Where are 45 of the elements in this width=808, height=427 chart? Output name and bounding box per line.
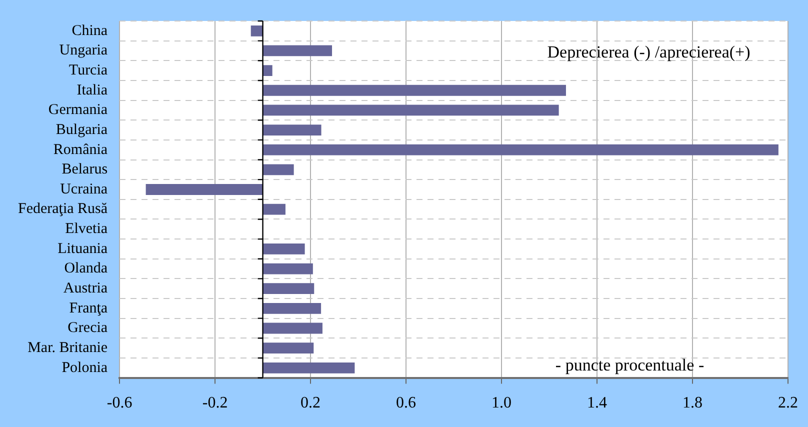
bar (262, 124, 322, 136)
y-tick-label: Belarus (62, 162, 108, 178)
y-tick-label: Ungaria (59, 42, 108, 59)
y-tick-label: Polonia (62, 360, 108, 376)
y-tick-label: Italia (76, 82, 108, 98)
bar (262, 362, 355, 374)
bar (146, 184, 263, 195)
bar (262, 342, 314, 354)
bar (262, 263, 313, 274)
x-tick-label: 1.0 (492, 394, 512, 412)
y-tick-label: Ucraina (60, 181, 108, 198)
bar (262, 302, 322, 314)
x-tick-label: 1.8 (682, 394, 703, 412)
x-tick-label: 1.4 (587, 394, 608, 412)
bar (262, 283, 314, 294)
bar (262, 322, 322, 334)
y-tick-label: Bulgaria (56, 122, 108, 138)
x-tick-label: -0.2 (202, 394, 228, 412)
y-tick-label: China (72, 22, 108, 39)
y-tick-label: Federaţia Rusă (18, 201, 108, 218)
bar (262, 65, 272, 76)
bar (262, 104, 559, 116)
bar (262, 164, 294, 176)
bar (262, 84, 566, 96)
y-tick-label: România (53, 142, 108, 158)
bar (262, 144, 778, 156)
y-tick-label: Lituania (58, 240, 108, 257)
y-tick-label: Mar. Britanie (28, 340, 108, 356)
y-tick-label: Grecia (68, 320, 108, 336)
x-tick-label: 0.2 (300, 394, 321, 412)
x-tick-label: 0.6 (396, 394, 416, 412)
y-tick-label: Elvetia (65, 221, 108, 238)
bar (262, 204, 286, 215)
y-tick-label: Franţa (69, 300, 108, 316)
x-tick-label: 2.2 (778, 394, 798, 412)
y-tick-label: Turcia (68, 62, 108, 78)
bar (262, 244, 305, 254)
y-tick-label: Germania (48, 102, 108, 118)
annotation: Deprecierea (-) /aprecierea(+) (547, 42, 750, 62)
bar (262, 45, 332, 56)
annotation: - puncte procentuale - (555, 355, 704, 374)
x-tick-label: -0.6 (106, 394, 132, 412)
bar (250, 25, 263, 36)
y-tick-label: Austria (63, 280, 108, 297)
y-tick-label: Olanda (64, 260, 108, 277)
